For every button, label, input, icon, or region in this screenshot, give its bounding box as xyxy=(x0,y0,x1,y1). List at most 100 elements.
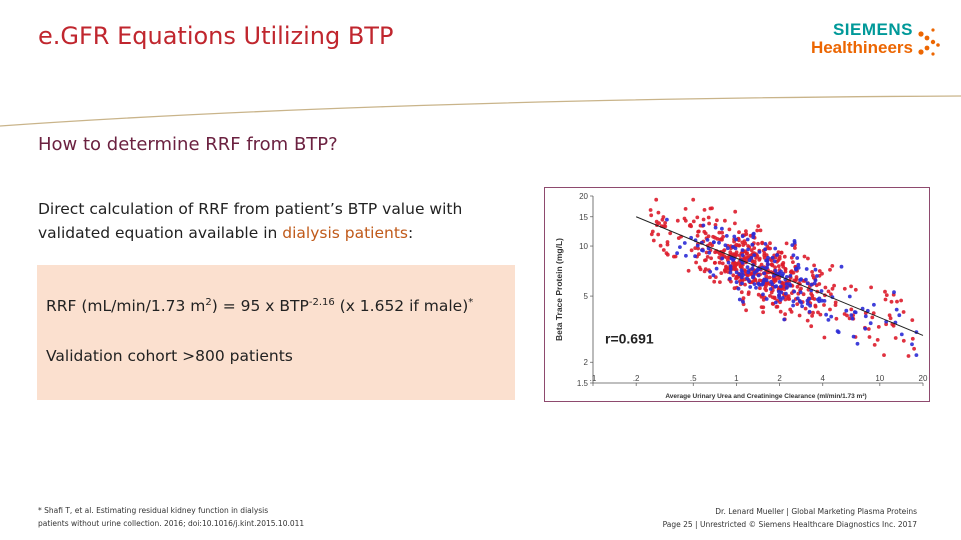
scatter-point-blue xyxy=(829,314,834,319)
scatter-point-blue xyxy=(740,261,745,265)
scatter-point-red xyxy=(812,263,816,268)
scatter-point-red xyxy=(820,271,824,276)
scatter-point-red xyxy=(738,264,743,269)
scatter-point-red xyxy=(912,346,916,351)
scatter-point-blue xyxy=(757,250,762,254)
scatter-point-blue xyxy=(728,270,733,275)
scatter-point-blue xyxy=(852,310,857,314)
scatter-point-blue xyxy=(839,264,844,269)
scatter-point-blue xyxy=(746,268,751,273)
scatter-point-blue xyxy=(798,290,803,295)
scatter-point-red xyxy=(787,297,792,301)
scatter-point-red xyxy=(697,265,702,270)
scatter-point-red xyxy=(870,315,875,320)
scatter-point-red xyxy=(893,336,898,340)
scatter-point-red xyxy=(778,309,783,314)
scatter-point-red xyxy=(675,218,680,223)
scatter-point-blue xyxy=(836,330,841,335)
scatter-point-red xyxy=(875,338,880,342)
scatter-point-blue xyxy=(773,300,778,305)
scatter-point-red xyxy=(733,209,738,214)
scatter-point-red xyxy=(755,228,760,233)
scatter-point-red xyxy=(883,289,887,294)
dots-logo-icon xyxy=(918,28,940,56)
scatter-point-red xyxy=(770,262,774,267)
scatter-point-red xyxy=(818,312,823,317)
scatter-point-red xyxy=(810,296,815,301)
scatter-point-blue xyxy=(766,262,770,267)
scatter-point-red xyxy=(698,223,703,228)
scatter-point-blue xyxy=(800,304,804,309)
scatter-point-red xyxy=(777,276,781,281)
scatter-point-blue xyxy=(741,300,745,304)
scatter-point-red xyxy=(783,312,787,317)
scatter-point-red xyxy=(895,299,899,304)
scatter-chart-frame: 20 15 10 5 2 1.5.1 .2 .5 1 2 4 10 20 Beta Trace Prote… xyxy=(544,187,930,402)
scatter-point-blue xyxy=(760,282,764,287)
scatter-point-blue xyxy=(739,268,744,273)
scatter-point-red xyxy=(664,251,669,256)
regression-line xyxy=(635,216,924,336)
intro-text: Direct calculation of RRF from patient’s… xyxy=(38,197,508,245)
scatter-point-red xyxy=(756,224,761,228)
formula-suffix: (x 1.652 if male) xyxy=(334,297,469,316)
scatter-point-red xyxy=(689,224,693,229)
scatter-point-blue xyxy=(748,285,753,289)
scatter-point-blue xyxy=(740,248,745,252)
scatter-point-blue xyxy=(756,273,761,278)
scatter-point-blue xyxy=(894,307,899,312)
scatter-point-red xyxy=(665,240,670,244)
scatter-point-red xyxy=(781,261,786,265)
y-axis-label: Beta Trace Protein (mg/L) xyxy=(554,238,564,341)
scatter-point-blue xyxy=(665,217,669,222)
scatter-point-red xyxy=(760,241,764,246)
scatter-point-blue xyxy=(682,241,687,245)
scatter-point-blue xyxy=(764,297,769,301)
scatter-point-red xyxy=(826,289,831,294)
scatter-point-blue xyxy=(775,253,779,257)
scatter-point-red xyxy=(849,284,853,289)
scatter-point-red xyxy=(766,246,771,251)
scatter-point-red xyxy=(746,244,750,248)
scatter-point-red xyxy=(847,316,852,321)
scatter-point-blue xyxy=(807,309,812,314)
scatter-point-red xyxy=(768,241,772,246)
scatter-point-red xyxy=(723,269,728,274)
scatter-point-blue xyxy=(790,243,795,247)
scatter-point-red xyxy=(832,283,836,288)
scatter-point-blue xyxy=(795,256,800,260)
scatter-point-blue xyxy=(701,223,706,228)
scatter-point-red xyxy=(697,252,701,257)
scatter-point-red xyxy=(776,250,781,254)
scatter-point-blue xyxy=(740,253,745,258)
scatter-point-red xyxy=(834,316,839,321)
scatter-point-blue xyxy=(749,256,754,260)
scatter-point-blue xyxy=(757,282,762,287)
scatter-point-red xyxy=(797,313,802,318)
scatter-point-blue xyxy=(774,284,779,289)
scatter-point-red xyxy=(910,336,915,341)
scatter-point-red xyxy=(899,298,903,303)
formula-box: RRF (mL/min/1.73 m2) = 95 x BTP-2.16 (x … xyxy=(37,265,515,400)
scatter-point-red xyxy=(733,221,737,226)
scatter-point-blue xyxy=(700,248,704,252)
scatter-point-red xyxy=(723,218,727,223)
scatter-point-red xyxy=(693,246,698,250)
intro-text-part2: : xyxy=(408,224,414,242)
scatter-point-red xyxy=(720,237,724,242)
scatter-point-red xyxy=(830,286,835,291)
scatter-point-blue xyxy=(795,296,800,301)
scatter-point-red xyxy=(713,235,717,240)
siemens-healthineers-logo: SIEMENS Healthineers xyxy=(811,20,941,64)
scatter-point-red xyxy=(752,259,757,264)
scatter-point-blue xyxy=(792,289,797,294)
scatter-point-blue xyxy=(736,286,741,291)
scatter-point-blue xyxy=(863,314,868,319)
scatter-point-red xyxy=(901,310,906,314)
scatter-point-red xyxy=(767,275,772,280)
scatter-point-red xyxy=(779,250,784,255)
scatter-point-red xyxy=(717,230,722,235)
scatter-point-red xyxy=(682,216,687,221)
scatter-point-blue xyxy=(809,282,814,287)
scatter-point-red xyxy=(707,221,711,226)
